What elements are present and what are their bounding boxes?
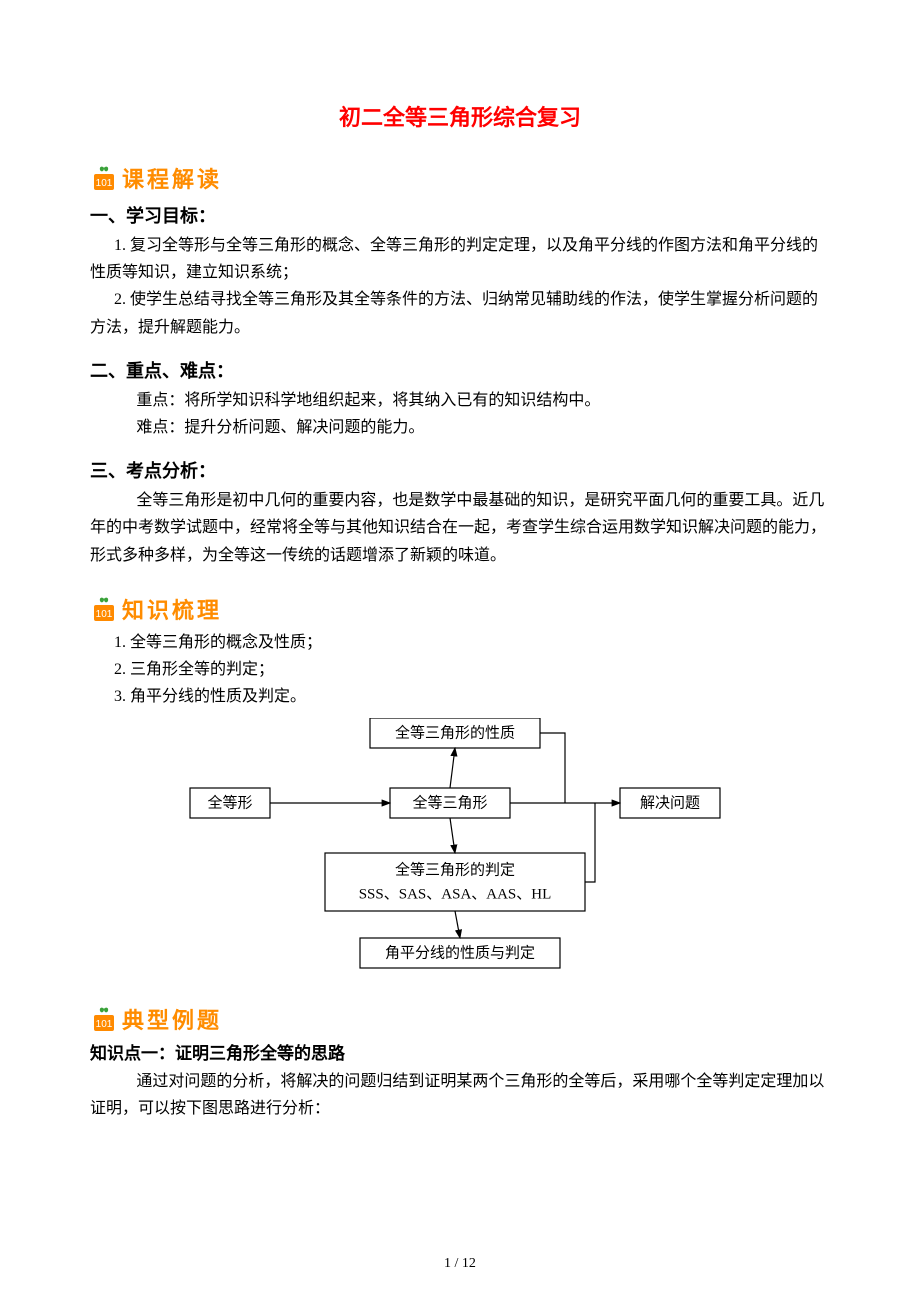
book-icon: 101 [90, 1007, 118, 1031]
sec1-p1: 1. 复习全等形与全等三角形的概念、全等三角形的判定定理，以及角平分线的作图方法… [90, 232, 830, 286]
h2-objectives: 一、学习目标： [90, 202, 830, 228]
sec4-p3: 3. 角平分线的性质及判定。 [90, 683, 830, 710]
flowchart: 全等三角形的性质全等形 全等三角形 解决问题全等三角形的判定 SSS、SAS、ASA、… [90, 718, 830, 983]
sec4-p2: 2. 三角形全等的判定； [90, 656, 830, 683]
section-label-zhishi: 知识梳理 [122, 593, 222, 625]
book-icon: 101 [90, 597, 118, 621]
section-label-dianxing: 典型例题 [122, 1003, 222, 1035]
svg-text:全等三角形: 全等三角形 [412, 794, 487, 812]
svg-text:全等形: 全等形 [207, 794, 252, 812]
section-header-dianxing: 101 典型例题 [90, 1003, 830, 1035]
svg-text:SSS、SAS、ASA、AAS、HL: SSS、SAS、ASA、AAS、HL [359, 887, 552, 903]
book-icon: 101 [90, 166, 118, 190]
h2-exam: 三、考点分析： [90, 457, 830, 483]
sec1-p2: 2. 使学生总结寻找全等三角形及其全等条件的方法、归纳常见辅助线的作法，使学生掌… [90, 286, 830, 340]
svg-text:101: 101 [96, 1019, 113, 1030]
section-label-kecheng: 课程解读 [122, 162, 222, 194]
h2-kp1: 知识点一：证明三角形全等的思路 [90, 1039, 830, 1064]
svg-text:101: 101 [96, 609, 113, 620]
svg-text:解决问题: 解决问题 [640, 795, 700, 812]
page-footer: 1 / 12 [0, 1256, 920, 1272]
sec3-p1: 全等三角形是初中几何的重要内容，也是数学中最基础的知识，是研究平面几何的重要工具… [90, 487, 830, 569]
svg-text:全等三角形的性质: 全等三角形的性质 [395, 724, 515, 742]
sec2-p2: 难点：提升分析问题、解决问题的能力。 [90, 414, 830, 441]
section-header-zhishi: 101 知识梳理 [90, 593, 830, 625]
svg-text:角平分线的性质与判定: 角平分线的性质与判定 [385, 945, 535, 962]
sec5-p1: 通过对问题的分析，将解决的问题归结到证明某两个三角形的全等后，采用哪个全等判定定… [90, 1068, 830, 1122]
sec4-p1: 1. 全等三角形的概念及性质； [90, 629, 830, 656]
page-title: 初二全等三角形综合复习 [90, 100, 830, 132]
svg-text:101: 101 [96, 178, 113, 189]
svg-text:全等三角形的判定: 全等三角形的判定 [395, 861, 515, 879]
h2-keypoints: 二、重点、难点： [90, 357, 830, 383]
section-header-kecheng: 101 课程解读 [90, 162, 830, 194]
sec2-p1: 重点：将所学知识科学地组织起来，将其纳入已有的知识结构中。 [90, 387, 830, 414]
